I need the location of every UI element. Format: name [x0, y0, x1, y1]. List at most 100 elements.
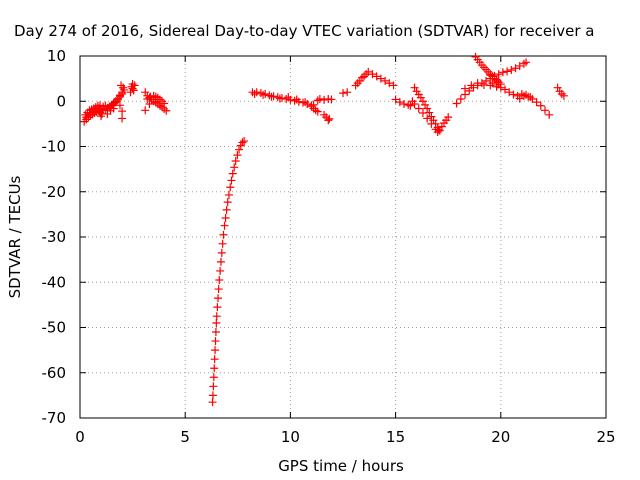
data-point — [118, 107, 127, 116]
data-point — [343, 88, 352, 97]
x-tick-label: 5 — [180, 428, 190, 446]
data-point — [267, 92, 276, 101]
data-point — [327, 95, 336, 104]
data-point — [498, 68, 507, 77]
data-point — [456, 94, 465, 103]
data-point — [545, 110, 554, 119]
data-point — [162, 106, 171, 115]
grid-lines — [80, 56, 606, 418]
x-tick-label: 0 — [75, 428, 85, 446]
data-point — [212, 312, 221, 321]
data-point — [95, 108, 104, 117]
data-point — [153, 93, 162, 102]
axis-ticks — [79, 55, 607, 419]
data-point — [118, 90, 127, 99]
data-point — [482, 76, 491, 85]
y-tick-label: -20 — [42, 183, 67, 201]
data-point — [410, 99, 419, 108]
data-point — [400, 99, 409, 108]
data-point — [211, 346, 220, 355]
data-point — [473, 79, 482, 88]
y-tick-label: -70 — [42, 409, 67, 427]
data-point — [97, 112, 106, 121]
data-point — [223, 198, 232, 207]
data-point — [210, 355, 219, 364]
x-axis-title: GPS time / hours — [278, 457, 404, 475]
data-point — [410, 83, 419, 92]
data-point — [509, 90, 518, 99]
data-point — [404, 100, 413, 109]
plot-frame — [79, 55, 607, 419]
data-point — [129, 86, 138, 95]
data-point — [221, 213, 230, 222]
data-point — [216, 266, 225, 275]
data-point — [219, 230, 228, 239]
data-point — [301, 98, 310, 107]
data-point — [211, 337, 220, 346]
data-point — [325, 114, 334, 123]
y-tick-label: -30 — [42, 228, 67, 246]
y-axis-title: SDTVAR / TECUs — [6, 175, 24, 298]
y-tick-label: 0 — [56, 92, 66, 110]
y-tick-label: 10 — [47, 47, 66, 65]
data-point — [517, 90, 526, 99]
data-point — [214, 294, 223, 303]
data-point — [238, 138, 247, 147]
data-point — [212, 318, 221, 327]
data-point — [395, 98, 404, 107]
x-tick-label: 15 — [386, 428, 405, 446]
data-point — [259, 90, 268, 99]
data-point — [434, 125, 443, 134]
data-point — [511, 64, 520, 73]
data-point — [429, 116, 438, 125]
data-point — [406, 101, 415, 110]
data-point — [532, 98, 541, 107]
data-point — [82, 113, 91, 122]
data-point — [90, 106, 99, 115]
data-point — [209, 373, 218, 382]
data-point — [284, 93, 293, 102]
data-point — [522, 90, 531, 99]
data-point — [86, 109, 95, 118]
data-points — [80, 52, 568, 407]
data-point — [141, 106, 150, 115]
y-tick-label: -60 — [42, 364, 67, 382]
data-point — [559, 91, 568, 100]
data-point — [372, 72, 381, 81]
data-point — [465, 86, 474, 95]
y-tick-label: -40 — [42, 273, 67, 291]
data-point — [118, 114, 127, 123]
data-point — [311, 106, 320, 115]
data-point — [515, 61, 524, 70]
data-point — [313, 107, 322, 116]
data-point — [494, 70, 503, 79]
data-point — [235, 145, 244, 154]
data-point — [145, 93, 154, 102]
data-point — [119, 83, 128, 92]
data-point — [211, 328, 220, 337]
data-point — [391, 95, 400, 104]
data-point — [231, 156, 240, 165]
data-point — [414, 104, 423, 113]
data-point — [94, 104, 103, 113]
data-point — [423, 114, 432, 123]
data-point — [226, 183, 235, 192]
data-point — [216, 257, 225, 266]
data-point — [492, 80, 501, 89]
data-point — [115, 101, 124, 110]
data-point — [357, 73, 366, 82]
data-point — [214, 285, 223, 294]
data-point — [452, 99, 461, 108]
data-point — [210, 364, 219, 373]
data-point — [507, 66, 516, 75]
x-tick-labels: 0 5 10 15 20 25 — [75, 428, 615, 446]
x-tick-label: 20 — [491, 428, 510, 446]
data-point — [496, 80, 505, 89]
data-point — [553, 83, 562, 92]
chart-title: Day 274 of 2016, Sidereal Day-to-day VTE… — [14, 22, 595, 40]
data-point — [217, 248, 226, 257]
data-point — [222, 205, 231, 214]
data-point — [501, 85, 510, 94]
data-point — [208, 398, 217, 407]
data-point — [353, 79, 362, 88]
